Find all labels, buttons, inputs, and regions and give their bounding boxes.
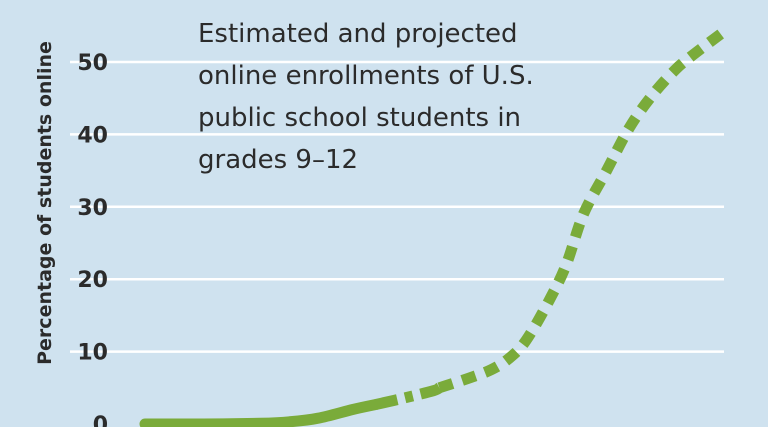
- chart-title-line: online enrollments of U.S.: [198, 61, 534, 91]
- y-tick-label: 50: [77, 51, 108, 76]
- y-tick-label: 20: [77, 268, 108, 293]
- gridlines: [70, 60, 724, 353]
- chart-title-line: grades 9–12: [198, 145, 358, 175]
- y-tick-label: 10: [77, 341, 108, 366]
- y-tick-label: 30: [77, 196, 108, 221]
- chart-title: Estimated and projected online enrollmen…: [198, 19, 534, 175]
- chart-title-line: Estimated and projected: [198, 19, 518, 49]
- series-line-dash-dot: [374, 382, 443, 410]
- series-line-dashed: [437, 28, 726, 394]
- y-axis-title: Percentage of students online: [34, 41, 56, 365]
- series-line-solid: [139, 399, 382, 427]
- y-tick-label: 40: [77, 123, 108, 148]
- chart-title-line: public school students in: [198, 103, 521, 133]
- y-tick-label: 0: [93, 413, 108, 427]
- series-layer: [139, 28, 726, 427]
- y-tick-labels: 0 10 20 30 40 50: [77, 51, 108, 427]
